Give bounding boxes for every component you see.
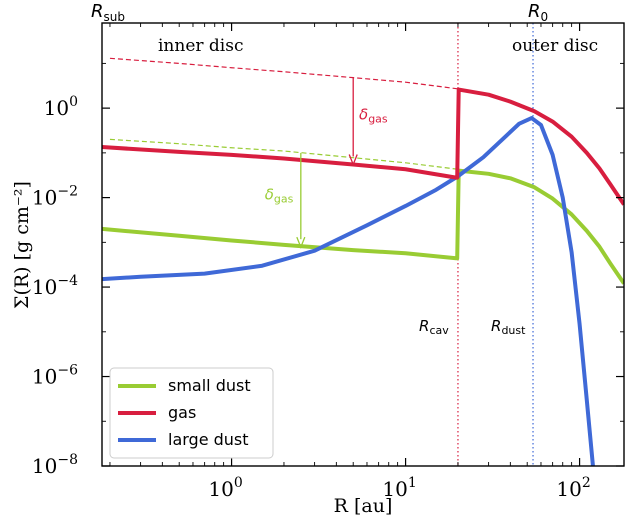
r-dust-subscript: dust (501, 324, 526, 337)
delta-dust-arrow-label: δgas (265, 186, 294, 206)
y-axis-title: Σ(R) [g cm⁻²] (11, 181, 33, 309)
x-tick-exponent: 1 (408, 475, 417, 491)
delta-gas-arrow-label-main: δ (359, 106, 368, 124)
reference-guides (109, 57, 535, 175)
x-axis-title: R [au] (334, 495, 393, 517)
delta-gas-arrow-label-subscript: gas (368, 113, 388, 126)
gas-line (102, 87, 624, 206)
x-tick-label: 100 (208, 475, 242, 501)
large-dust-line (102, 116, 595, 466)
x-tick-base: 10 (382, 477, 407, 501)
legend-label-gas: gas (168, 403, 196, 422)
r-sub-label: Rsub (91, 1, 125, 24)
r0-label: R0 (528, 1, 548, 24)
y-tick-label: 10−8 (32, 452, 78, 478)
x-tick-label: 101 (382, 475, 416, 501)
r-sub-main: R (91, 1, 104, 22)
inner-disc-label: inner disc (158, 36, 244, 56)
small-dust-reference-guide-line (109, 138, 489, 175)
outer-disc-label: outer disc (512, 36, 598, 56)
legend-label-small-dust: small dust (168, 376, 251, 395)
delta-dust-arrow-label-main: δ (265, 186, 274, 204)
y-tick-exponent: −6 (57, 363, 78, 379)
y-tick-label: 100 (44, 94, 78, 120)
r-dust-label: Rdust (491, 317, 526, 337)
x-tick-label: 102 (556, 475, 590, 501)
small-dust-line (102, 168, 624, 285)
x-tick-exponent: 0 (234, 475, 243, 491)
delta-dust-arrow-label-subscript: gas (274, 193, 294, 206)
x-tick-exponent: 2 (582, 475, 591, 491)
delta-gas-arrow-label: δgas (359, 106, 388, 126)
series-lines (102, 87, 624, 466)
x-tick-base: 10 (208, 477, 233, 501)
legend-box (109, 367, 274, 459)
r-cav-subscript: cav (429, 324, 449, 337)
gas-reference-guide-line (109, 57, 535, 111)
y-tick-base: 10 (32, 275, 57, 299)
r-dust-main: R (491, 317, 501, 335)
r0-subscript: 0 (541, 10, 549, 24)
y-tick-exponent: −4 (57, 273, 78, 289)
y-tick-base: 10 (32, 186, 57, 210)
y-tick-base: 10 (32, 454, 57, 478)
y-tick-exponent: −2 (57, 184, 78, 200)
r-cav-main: R (419, 317, 429, 335)
r-sub-subscript: sub (104, 10, 125, 24)
y-tick-exponent: −8 (57, 452, 78, 468)
y-tick-label: 10−4 (32, 273, 78, 299)
x-tick-base: 10 (556, 477, 581, 501)
y-tick-base: 10 (32, 365, 57, 389)
delta-dust-arrow-head (296, 236, 306, 249)
r0-main: R (528, 1, 541, 22)
r-cav-label: Rcav (419, 317, 449, 337)
y-tick-label: 10−6 (32, 363, 78, 389)
legend: small dust gas large dust (109, 367, 274, 459)
y-tick-exponent: 0 (69, 94, 78, 110)
y-tick-label: 10−2 (32, 184, 78, 210)
plot-frame (101, 22, 625, 467)
legend-label-large-dust: large dust (168, 430, 249, 449)
y-tick-base: 10 (44, 96, 69, 120)
delta-gas-arrow-head (348, 154, 358, 167)
